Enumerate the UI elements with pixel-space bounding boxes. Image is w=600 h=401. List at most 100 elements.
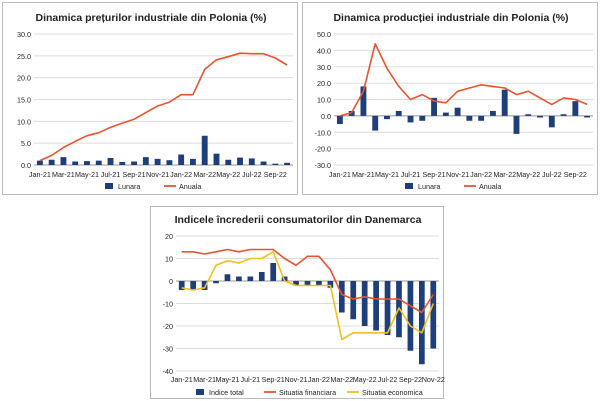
bar xyxy=(36,160,43,165)
y-tick-label: 40.0 xyxy=(317,46,331,55)
bar xyxy=(190,281,197,290)
bar xyxy=(525,114,532,116)
bar xyxy=(131,161,138,165)
x-tick-label: Nov-21 xyxy=(146,170,169,179)
y-tick-label: 0 xyxy=(169,277,173,286)
bar xyxy=(454,107,461,116)
x-tick-label: Jul-21 xyxy=(101,170,121,179)
bar xyxy=(373,281,379,331)
y-tick-label: 10 xyxy=(165,255,173,264)
y-tick-label: 30.0 xyxy=(17,30,31,39)
y-tick-label: 50.0 xyxy=(317,30,331,39)
bar xyxy=(478,115,485,121)
bar xyxy=(466,115,473,121)
x-tick-label: Jan-22 xyxy=(170,170,192,179)
bar xyxy=(224,274,231,281)
x-tick-label: Jul-22 xyxy=(242,170,262,179)
bar xyxy=(178,281,185,290)
bar xyxy=(360,86,367,116)
x-tick-label: Jan-21 xyxy=(29,170,51,179)
consumer-confidence-plot: Indicele încrederii consumatorilor din D… xyxy=(163,214,445,397)
bar xyxy=(225,159,232,165)
x-tick-label: Sep-21 xyxy=(122,170,145,179)
y-tick-label: 20.0 xyxy=(317,79,331,88)
x-tick-label: Nov-21 xyxy=(446,170,469,179)
bar xyxy=(407,115,414,123)
bar xyxy=(248,158,255,165)
bar xyxy=(48,159,55,165)
x-tick-label: Sep-22 xyxy=(399,375,422,384)
bar xyxy=(260,161,267,165)
bar xyxy=(418,281,425,365)
industrial-prices-plot: Dinamica prețurilor industriale din Polo… xyxy=(17,12,293,191)
x-tick-label: Jan-21 xyxy=(329,170,351,179)
bar xyxy=(316,281,322,286)
x-tick-label: Jan-22 xyxy=(308,375,330,384)
x-tick-label: Jul-21 xyxy=(241,375,261,384)
bar xyxy=(72,161,79,165)
x-tick-label: Jan-22 xyxy=(470,170,492,179)
x-tick-label: Jul-22 xyxy=(542,170,562,179)
bar xyxy=(178,154,185,165)
bar xyxy=(247,276,254,281)
bar xyxy=(327,281,334,288)
x-tick-label: Sep-22 xyxy=(564,170,587,179)
chart-title: Dinamica prețurilor industriale din Polo… xyxy=(35,12,266,24)
y-tick-label: -20.0 xyxy=(315,145,331,154)
bar xyxy=(201,135,208,165)
bar xyxy=(304,281,311,286)
bar xyxy=(258,272,265,281)
bar xyxy=(489,110,496,116)
industrial-production-plot: Dinamica producției industriale din Polo… xyxy=(315,12,593,191)
bar xyxy=(119,161,126,165)
x-tick-label: Sep-21 xyxy=(422,170,445,179)
bar xyxy=(213,153,220,165)
bar xyxy=(384,115,390,120)
bar xyxy=(361,281,368,326)
x-tick-label: Jul-22 xyxy=(378,375,398,384)
bar xyxy=(384,281,391,335)
x-tick-label: Nov-22 xyxy=(422,375,445,384)
bar xyxy=(201,281,208,290)
y-tick-label: -40 xyxy=(163,367,173,376)
x-tick-label: Mar-22 xyxy=(193,170,216,179)
x-tick-label: May-21 xyxy=(75,170,99,179)
legend-label: Indice total xyxy=(209,388,244,397)
bar xyxy=(572,101,579,116)
x-tick-label: Mar-21 xyxy=(352,170,375,179)
bar xyxy=(560,114,567,116)
legend-swatch xyxy=(105,183,113,189)
bar xyxy=(95,160,102,165)
x-tick-label: Jan-21 xyxy=(171,375,193,384)
bar xyxy=(272,163,279,165)
legend-label: Situatia financiara xyxy=(279,388,336,397)
series-line xyxy=(39,52,288,162)
legend-swatch xyxy=(405,183,413,189)
x-tick-label: Mar-22 xyxy=(493,170,516,179)
y-tick-label: -20 xyxy=(163,322,173,331)
x-tick-label: Nov-21 xyxy=(284,375,307,384)
bar xyxy=(166,160,173,165)
x-tick-label: May-22 xyxy=(216,170,240,179)
chart-title: Indicele încrederii consumatorilor din D… xyxy=(175,214,422,226)
legend-label: Lunara xyxy=(418,182,440,191)
x-tick-label: Sep-22 xyxy=(264,170,287,179)
x-tick-label: Jul-21 xyxy=(401,170,421,179)
bar xyxy=(336,115,343,125)
bar xyxy=(395,110,402,116)
bar xyxy=(60,157,67,165)
x-tick-label: May-21 xyxy=(215,375,239,384)
y-tick-label: 20 xyxy=(165,232,173,241)
legend-swatch xyxy=(196,389,204,395)
legend-label: Anuala xyxy=(179,182,201,191)
bar xyxy=(501,89,508,116)
series-line xyxy=(339,42,588,117)
industrial-production-chart: Dinamica producției industriale din Polo… xyxy=(302,2,598,195)
bar xyxy=(107,158,114,165)
y-tick-label: -10.0 xyxy=(315,128,331,137)
bar xyxy=(537,115,543,118)
bar xyxy=(548,115,555,128)
x-tick-label: May-22 xyxy=(353,375,377,384)
bar xyxy=(84,161,90,165)
bar xyxy=(419,115,426,121)
